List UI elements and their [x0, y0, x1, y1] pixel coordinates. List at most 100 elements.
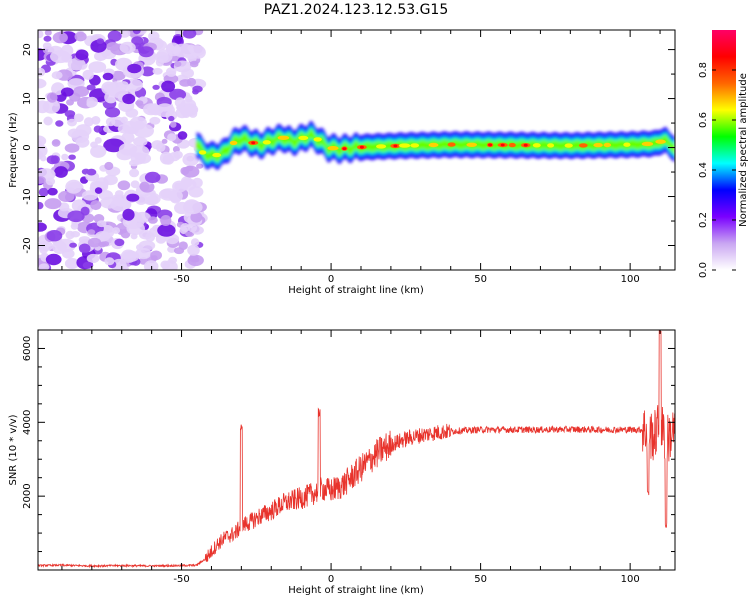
noise-blob: [52, 139, 60, 145]
x-tick-label: 50: [474, 274, 487, 285]
noise-blob: [67, 118, 77, 127]
noise-blob: [133, 136, 148, 147]
colorbar-ticks: 0.0 0.2 0.4 0.6 0.8: [698, 62, 736, 278]
noise-blob: [104, 107, 121, 118]
noise-blob: [173, 247, 185, 255]
ridge-hotspot: [603, 142, 612, 148]
noise-blob: [174, 61, 182, 67]
noise-blob: [46, 230, 63, 242]
ridge-hotspot: [623, 142, 631, 147]
snr-series-line: [38, 330, 675, 569]
ridge-hotspot: [655, 139, 666, 144]
noise-blob: [172, 43, 195, 58]
noise-blob: [185, 95, 193, 103]
noise-blob: [45, 177, 56, 186]
noise-blob: [190, 211, 203, 223]
noise-blob: [114, 238, 125, 247]
noise-blob: [154, 51, 169, 63]
x-tick-label: 0: [328, 574, 334, 585]
noise-blob: [86, 100, 96, 108]
noise-blob: [177, 131, 188, 140]
noise-blob: [94, 137, 102, 144]
noise-blob: [129, 168, 140, 178]
noise-blob: [96, 220, 107, 228]
colorbar-gradient: [712, 30, 736, 270]
x-tick-label: 100: [621, 574, 640, 585]
noise-blob: [122, 93, 136, 105]
noise-blob: [150, 250, 163, 261]
noise-blob: [179, 105, 193, 116]
noise-blob: [50, 50, 71, 64]
noise-blob: [54, 166, 68, 178]
noise-blob: [51, 71, 63, 80]
noise-blob: [42, 100, 61, 114]
noise-blob: [82, 69, 94, 80]
snr-frame: [37, 329, 676, 571]
colorbar-tick-label: 0.6: [698, 112, 709, 128]
noise-blob: [103, 174, 118, 186]
noise-blob: [66, 99, 74, 106]
y-tick-label: -20: [22, 237, 33, 253]
ridge-hotspot: [466, 142, 478, 147]
noise-blob: [75, 49, 89, 61]
spectrogram-panel: -50 0 50 100 -20 -10 0 10 20 Height of straight …: [8, 29, 676, 296]
ridge-peak: [342, 147, 347, 151]
snr-ticks: -50 0 50 100 2000 4000 6000: [22, 329, 675, 585]
noise-blob: [117, 180, 131, 191]
y-tick-label: -10: [22, 188, 33, 204]
noise-blob: [55, 120, 64, 127]
ridge-hotspot: [398, 143, 411, 148]
y-tick-label: 4000: [22, 410, 33, 435]
noise-blob: [44, 30, 52, 36]
noise-blob: [43, 116, 53, 126]
noise-blob: [58, 190, 75, 202]
noise-blob: [81, 213, 95, 223]
ridge-hotspot: [212, 152, 222, 158]
noise-blob: [98, 190, 113, 200]
ridge-hotspot: [198, 150, 207, 155]
noise-blob: [145, 195, 159, 206]
spectrogram-ticks: -50 0 50 100 -20 -10 0 10 20: [22, 30, 675, 285]
noise-blob: [174, 97, 186, 108]
ridge-hotspot: [593, 142, 603, 148]
noise-blob: [160, 215, 172, 226]
noise-blob: [64, 143, 80, 153]
noise-blob: [50, 155, 60, 164]
noise-blob: [105, 117, 116, 127]
noise-blob: [104, 257, 115, 266]
colorbar: 0.0 0.2 0.4 0.6 0.8 Normalized spectral ampl…: [698, 30, 749, 278]
noise-blob: [182, 30, 197, 39]
noise-blob: [180, 223, 191, 232]
noise-blob: [44, 198, 62, 210]
noise-blob: [180, 178, 197, 191]
ridge-hotspot: [547, 143, 555, 148]
noise-blob: [144, 171, 161, 183]
colorbar-tick-label: 0.4: [698, 162, 709, 178]
figure-title: PAZ1.2024.123.12.53.G15: [264, 2, 449, 18]
noise-blob: [187, 244, 200, 256]
signal-ridge-core: [198, 135, 666, 158]
colorbar-tick-label: 0.0: [698, 262, 709, 278]
noise-blob: [38, 187, 49, 197]
noise-blob: [73, 86, 90, 97]
noise-blob: [185, 231, 195, 237]
ridge-hotspot: [447, 142, 456, 147]
noise-blob: [112, 227, 121, 234]
noise-blob: [151, 140, 164, 150]
spectrogram-xlabel: Height of straight line (km): [288, 285, 424, 296]
noise-blob: [96, 38, 105, 44]
noise-blob: [70, 222, 79, 230]
noise-blob: [160, 260, 170, 269]
noise-blob: [88, 61, 107, 73]
ridge-peak: [359, 145, 364, 149]
noise-blob: [67, 58, 86, 71]
noise-blob: [132, 30, 141, 35]
noise-blob: [161, 138, 168, 144]
noise-blob: [126, 193, 140, 202]
noise-blob: [169, 88, 187, 101]
noise-blob: [149, 116, 161, 125]
noise-blob: [154, 103, 175, 118]
noise-blob: [86, 168, 97, 176]
colorbar-tick-label: 0.8: [698, 62, 709, 78]
noise-blob: [107, 30, 122, 42]
